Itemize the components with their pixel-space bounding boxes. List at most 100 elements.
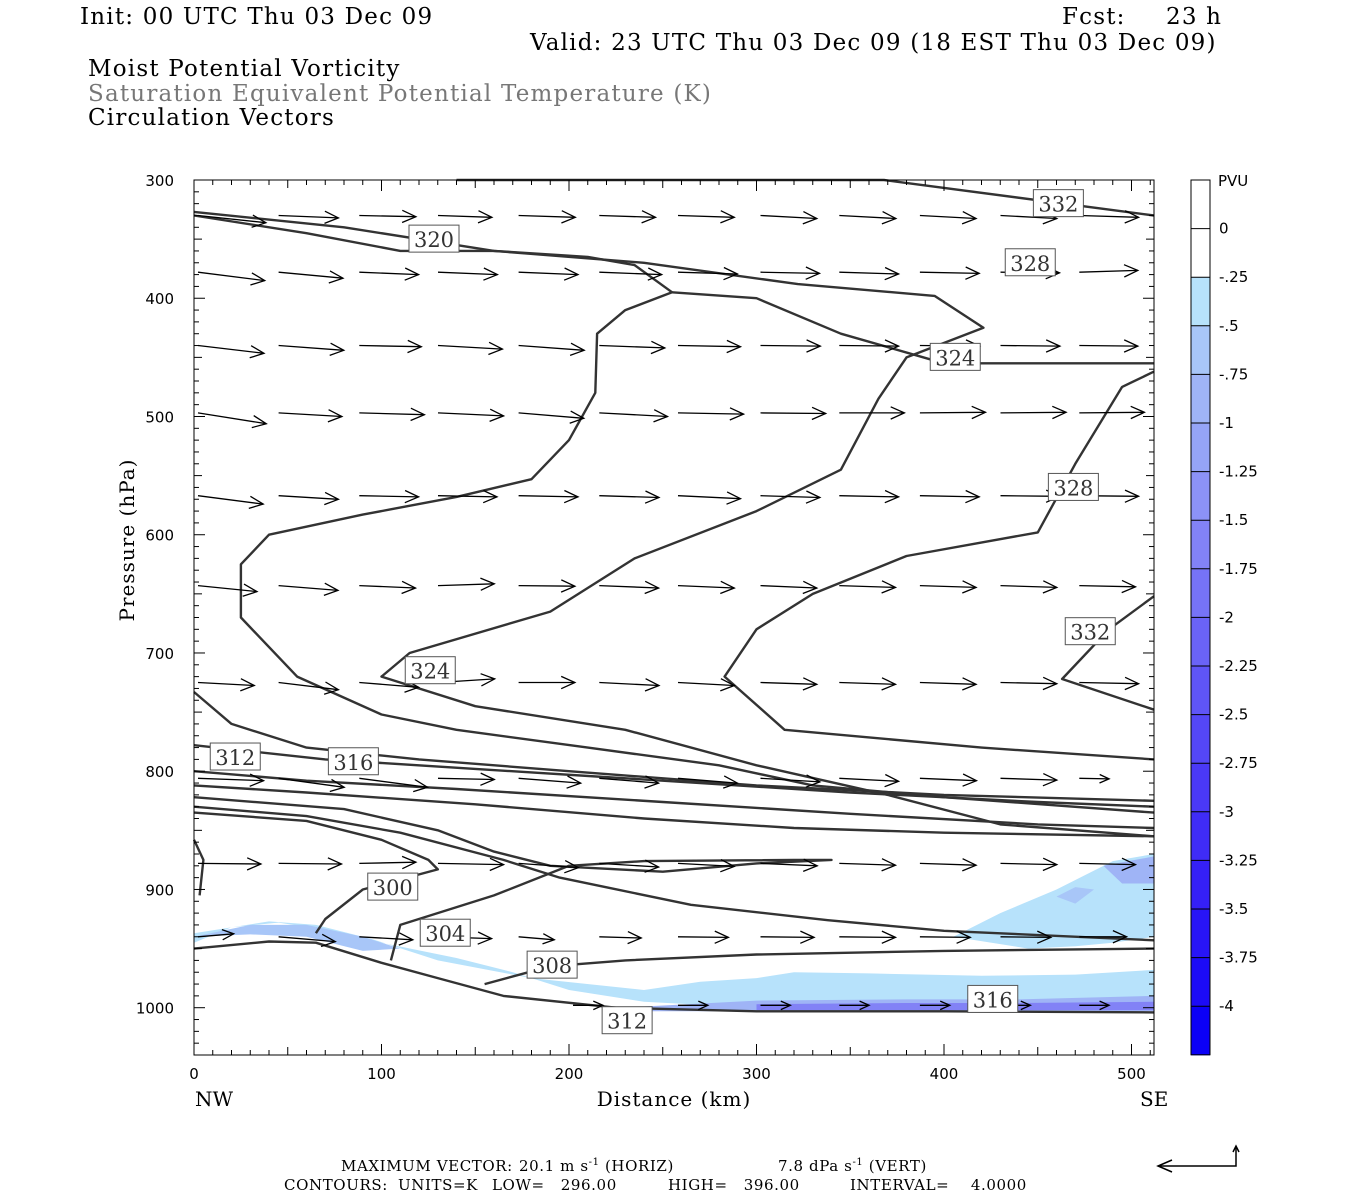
contour-label-text: 316 [973, 988, 1013, 1012]
contour-line-324 [672, 291, 1154, 365]
y-tick-label: 900 [145, 881, 174, 899]
contour-label-box [1004, 248, 1056, 277]
vector-shaft [1079, 777, 1110, 780]
vector-head [1124, 489, 1141, 503]
vector-shaft [677, 214, 735, 218]
vector-head [961, 211, 978, 225]
circulation-vector [760, 580, 819, 595]
circulation-vector [599, 580, 661, 595]
vector-head [327, 857, 344, 871]
pv-shade-region [756, 1001, 1154, 1011]
vector-head [805, 266, 822, 280]
reference-vector [1156, 1144, 1240, 1173]
field-title-mpv: Moist Potential Vorticity [88, 56, 401, 82]
circulation-vector [1079, 264, 1140, 278]
circulation-vector [1000, 857, 1059, 872]
vector-shaft [839, 495, 899, 498]
vector-head [482, 489, 499, 504]
vector-head [324, 491, 340, 506]
vector-shaft [437, 777, 495, 781]
colorbar-segment [1191, 520, 1210, 570]
vector-head [1052, 405, 1068, 420]
vector-shaft [359, 584, 416, 589]
contour-label-box [1032, 189, 1084, 218]
circulation-vector [437, 210, 494, 224]
x-tick-label: 300 [742, 1065, 771, 1083]
contour-label-box [1047, 472, 1099, 501]
vector-head [1036, 930, 1053, 944]
vector-shaft [197, 681, 255, 687]
contour-label-box [367, 872, 419, 901]
vector-head [329, 778, 346, 793]
vector-shaft [518, 214, 576, 218]
vector-shaft [197, 214, 266, 224]
contour-label-316: 316 [327, 747, 379, 776]
circulation-vector [839, 406, 906, 420]
x-axis-right-end-label: SE [1140, 1087, 1168, 1111]
vector-head [398, 932, 415, 946]
vector-head [641, 210, 658, 224]
circulation-vector [919, 930, 972, 944]
vector-head [1121, 857, 1138, 872]
vector-shaft [437, 271, 498, 276]
vector-shaft [839, 271, 899, 275]
circulation-vector [278, 409, 344, 423]
vector-head [566, 775, 583, 789]
vector-head [560, 675, 577, 690]
vector-head [1042, 857, 1059, 872]
vector-head [962, 858, 978, 872]
vector-head [962, 677, 978, 691]
colorbar-label: -1.75 [1219, 560, 1258, 578]
vector-head [569, 410, 586, 424]
circulation-vector [677, 407, 746, 421]
contours-interval: INTERVAL= 4.0000 [850, 1176, 1027, 1194]
reference-vector-vert-head [1232, 1144, 1240, 1153]
contour-label-300: 300 [367, 872, 419, 901]
contour-label-312: 312 [209, 742, 261, 771]
vector-shaft [677, 584, 735, 589]
vector-shaft [278, 495, 339, 500]
circulation-vector [839, 489, 901, 504]
circulation-vector [197, 678, 256, 692]
vector-shaft [1079, 344, 1138, 347]
vector-head [248, 495, 265, 510]
vector-head [249, 345, 266, 359]
contour-label-324: 324 [929, 342, 981, 371]
vector-head [723, 266, 739, 281]
circulation-vector [839, 266, 901, 281]
vector-head [1121, 579, 1138, 594]
vector-shaft [1000, 344, 1060, 347]
vector-head [881, 580, 898, 594]
circulation-vector [1000, 773, 1059, 787]
vector-shaft [278, 777, 345, 788]
circulation-vector [1000, 339, 1062, 353]
vector-shaft [760, 214, 817, 220]
contour-label-box [601, 1006, 653, 1035]
vector-head [542, 933, 556, 945]
contour-label-text: 320 [414, 228, 454, 252]
circulation-vector [278, 777, 346, 793]
circulation-vector [518, 775, 583, 789]
vector-head [489, 408, 506, 423]
circulation-vector [760, 677, 819, 691]
axes-layer: 300 400 500 600 700 800 900 1000 0 100 200 300 400 50… [136, 172, 1154, 1083]
vector-head [250, 272, 267, 286]
pv-shade-region [1056, 887, 1094, 904]
circulation-vector [1000, 676, 1059, 691]
field-title-theta-es: Saturation Equivalent Potential Temperat… [88, 81, 713, 107]
circulation-vector [919, 1000, 952, 1011]
contour-label-text: 312 [215, 746, 255, 770]
y-tick-label: 500 [145, 408, 174, 426]
vector-head [489, 857, 506, 872]
circulation-vector [1000, 930, 1053, 944]
vector-head [811, 406, 828, 421]
circulation-vector [839, 858, 898, 872]
vector-shaft [197, 412, 267, 425]
vector-head [805, 774, 822, 788]
circulation-vector [1079, 773, 1111, 784]
circulation-vector [677, 580, 736, 595]
vector-head [890, 406, 906, 420]
vector-shaft [760, 271, 820, 275]
vector-shaft [919, 584, 977, 589]
